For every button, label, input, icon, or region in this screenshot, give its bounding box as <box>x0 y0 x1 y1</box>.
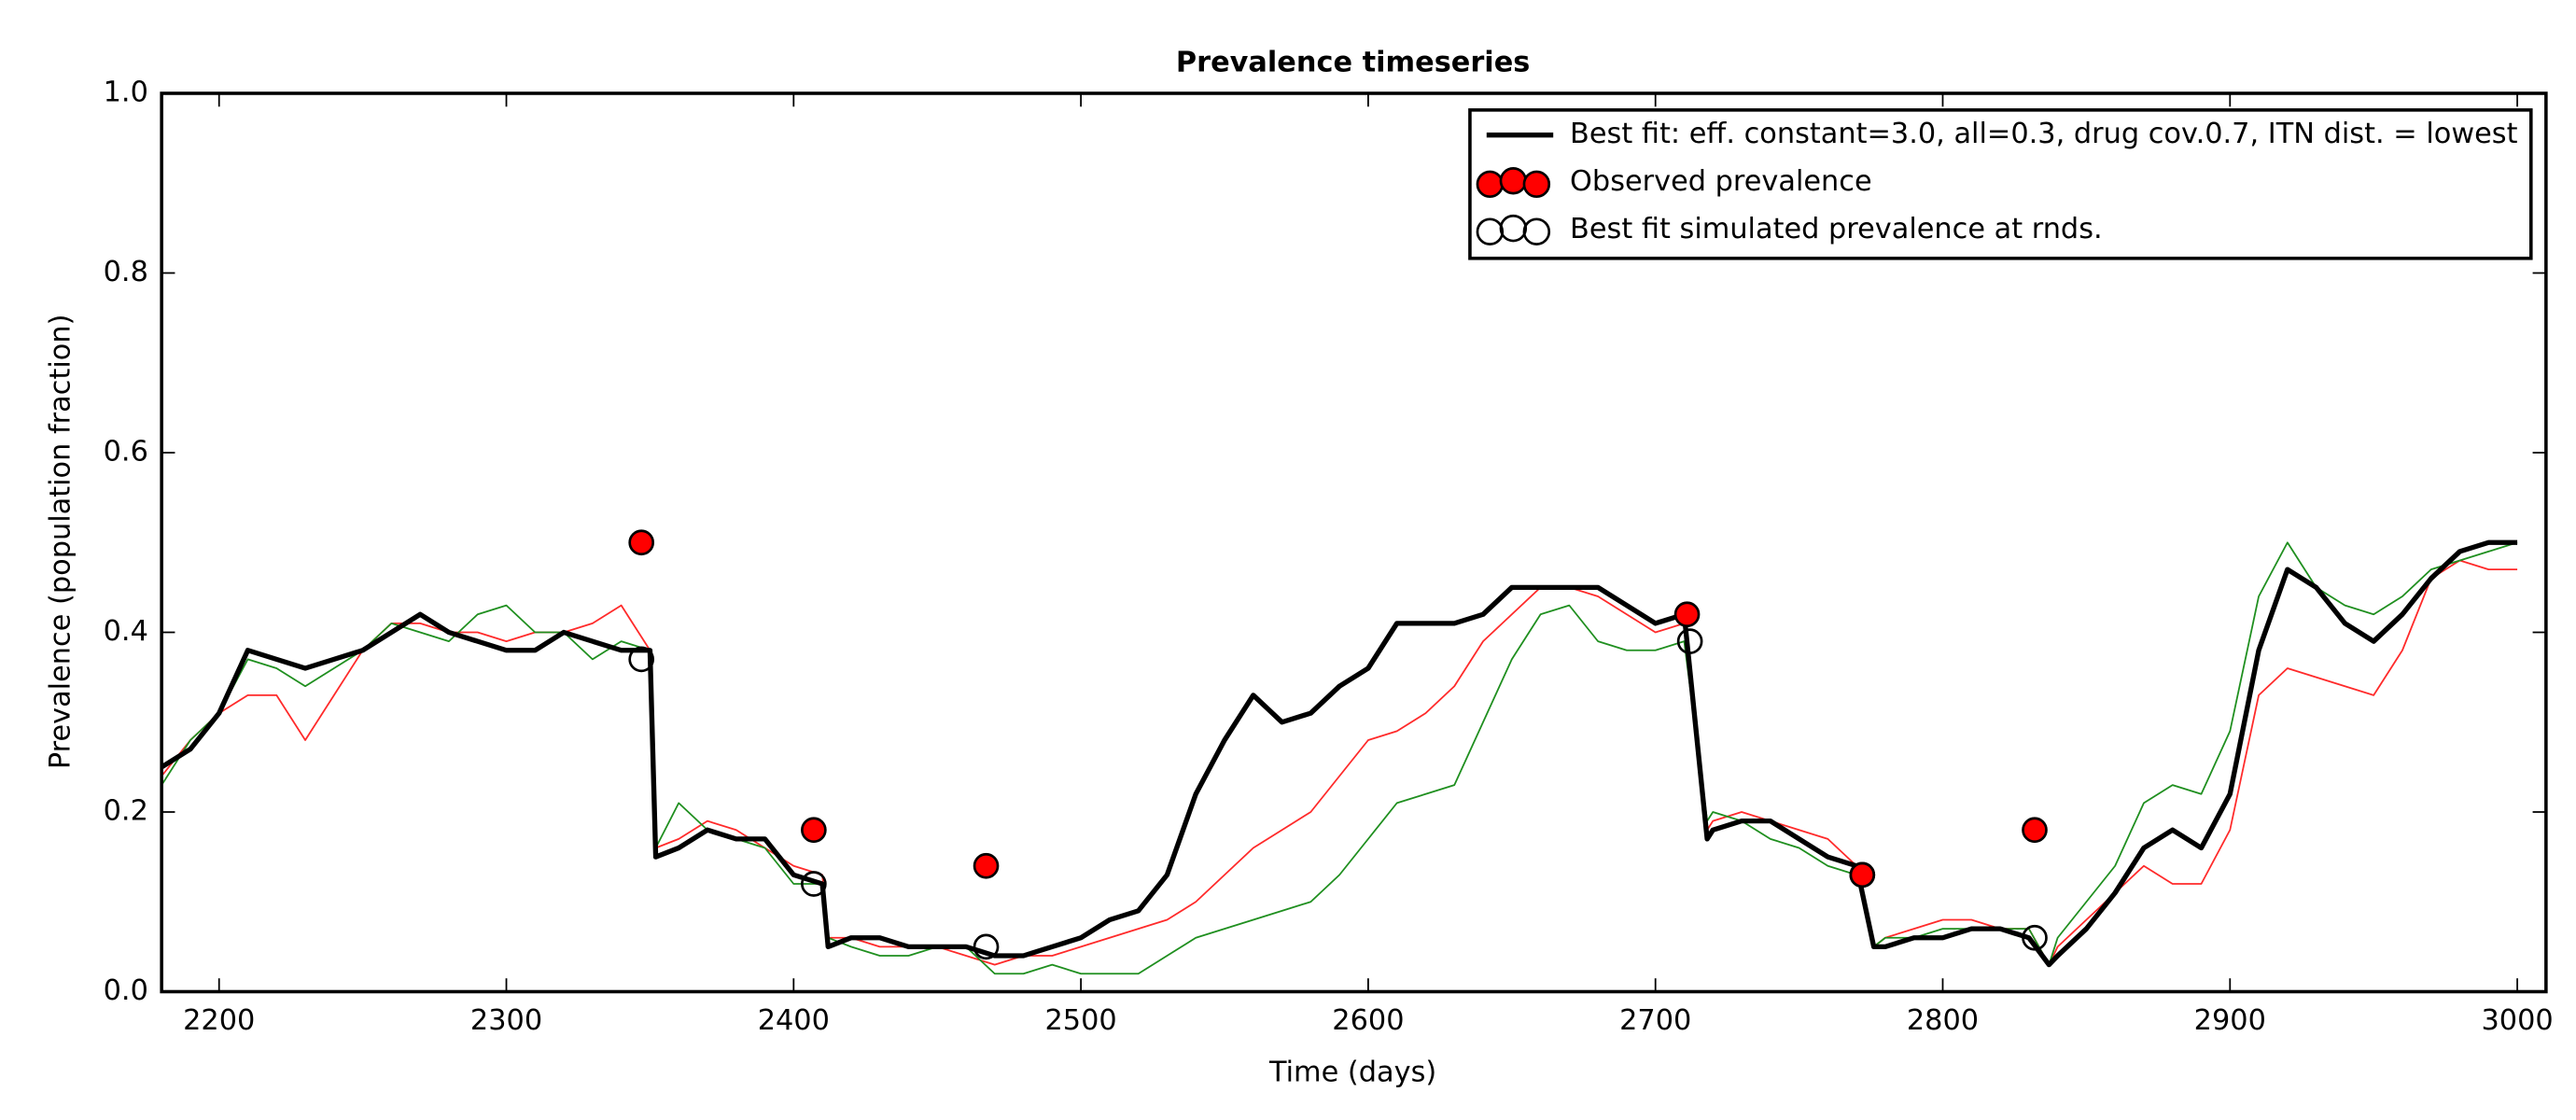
x-tick-label: 2500 <box>1045 1004 1117 1037</box>
series-line <box>161 539 2518 968</box>
scatter-point <box>973 852 1000 879</box>
y-tick-label: 0.2 <box>104 794 148 827</box>
series-line <box>161 559 2518 966</box>
x-axis-label: Time (days) <box>1268 1056 1436 1088</box>
legend-label: Best fit: eff. constant=3.0, all=0.3, dr… <box>1570 118 2518 150</box>
x-tick-label: 2800 <box>1907 1004 1979 1037</box>
legend-label: Observed prevalence <box>1570 165 1872 198</box>
plot-frame <box>160 91 2548 994</box>
x-tick-label: 2900 <box>2194 1004 2266 1037</box>
legend-handle <box>1522 217 1551 245</box>
y-axis-label: Prevalence (population fraction) <box>45 315 77 770</box>
legend-handle <box>1522 170 1551 199</box>
x-tick-label: 2300 <box>470 1004 542 1037</box>
plot-area <box>161 529 2518 975</box>
scatter-point <box>1849 861 1876 889</box>
legend: Best fit: eff. constant=3.0, all=0.3, dr… <box>1468 108 2533 260</box>
legend-handle <box>1476 170 1505 199</box>
series-line <box>161 541 2518 975</box>
scatter-point <box>2022 924 2048 951</box>
scatter-point <box>628 529 655 556</box>
scatter-point <box>2022 817 2048 844</box>
scatter-point <box>801 817 827 844</box>
y-tick-label: 0.6 <box>104 435 148 468</box>
x-tick-label: 2600 <box>1332 1004 1404 1037</box>
legend-label: Best fit simulated prevalence at rnds. <box>1570 213 2103 245</box>
x-tick-label: 2400 <box>758 1004 830 1037</box>
legend-handle <box>1499 167 1528 195</box>
y-tick-label: 0.4 <box>104 615 148 648</box>
scatter-point <box>1673 601 1701 628</box>
chart-title: Prevalence timeseries <box>1176 46 1530 78</box>
x-tick-label: 2700 <box>1619 1004 1691 1037</box>
y-tick-label: 0.8 <box>104 256 148 288</box>
scatter-point <box>1676 628 1703 654</box>
scatter-point <box>801 871 827 897</box>
legend-box <box>1468 108 2533 260</box>
scatter-point <box>973 933 1000 960</box>
scatter-point <box>628 646 655 673</box>
x-tick-label: 3000 <box>2481 1004 2553 1037</box>
x-tick-label: 2200 <box>183 1004 255 1037</box>
y-tick-label: 1.0 <box>104 76 148 108</box>
y-tick-label: 0.0 <box>104 974 148 1007</box>
